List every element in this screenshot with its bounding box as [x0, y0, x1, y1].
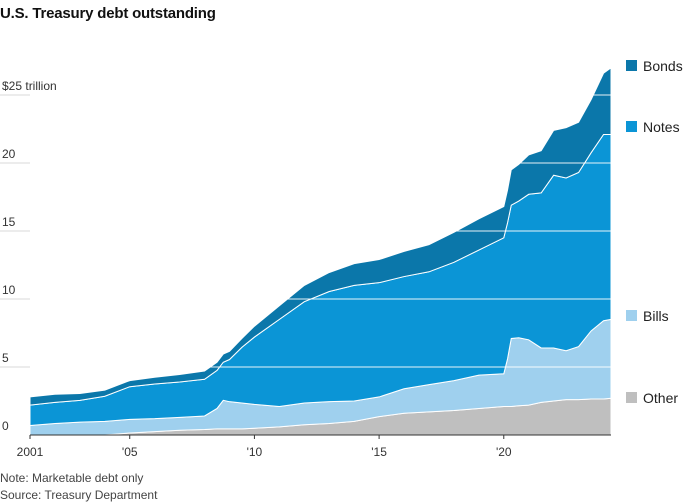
y-tick-label: $25 trillion: [2, 79, 57, 93]
area-bonds: [29, 66, 612, 406]
x-tick-label: 2001: [17, 445, 44, 459]
area-layers: [29, 66, 612, 436]
y-tick-label: 0: [2, 419, 9, 433]
y-axis-ticks: 0 5 10 15 20 $25 trillion: [2, 79, 57, 433]
x-tick-label: '05: [122, 445, 138, 459]
legend-label-notes: Notes: [643, 119, 680, 135]
y-tick-label: 20: [2, 147, 16, 161]
x-tick-label: '10: [247, 445, 263, 459]
x-tick-label: '20: [496, 445, 512, 459]
legend-label-bills: Bills: [643, 308, 669, 324]
x-axis: 2001 '05 '10 '15 '20: [17, 434, 611, 459]
chart-title: U.S. Treasury debt outstanding: [0, 5, 216, 22]
legend-swatch-bonds: [626, 60, 637, 71]
x-tick-label: '15: [371, 445, 387, 459]
gridlines: [0, 94, 611, 368]
chart-note: Note: Marketable debt only: [0, 471, 144, 485]
legend-swatch-notes: [626, 121, 637, 132]
legend-swatch-bills: [626, 310, 637, 321]
y-tick-label: 5: [2, 351, 9, 365]
legend-swatch-other: [626, 392, 637, 403]
legend: Other Bills Notes Bonds: [626, 58, 683, 406]
y-tick-label: 15: [2, 215, 16, 229]
chart-source: Source: Treasury Department: [0, 488, 158, 502]
legend-label-bonds: Bonds: [643, 58, 683, 74]
y-tick-label: 10: [2, 283, 16, 297]
legend-label-other: Other: [643, 390, 678, 406]
